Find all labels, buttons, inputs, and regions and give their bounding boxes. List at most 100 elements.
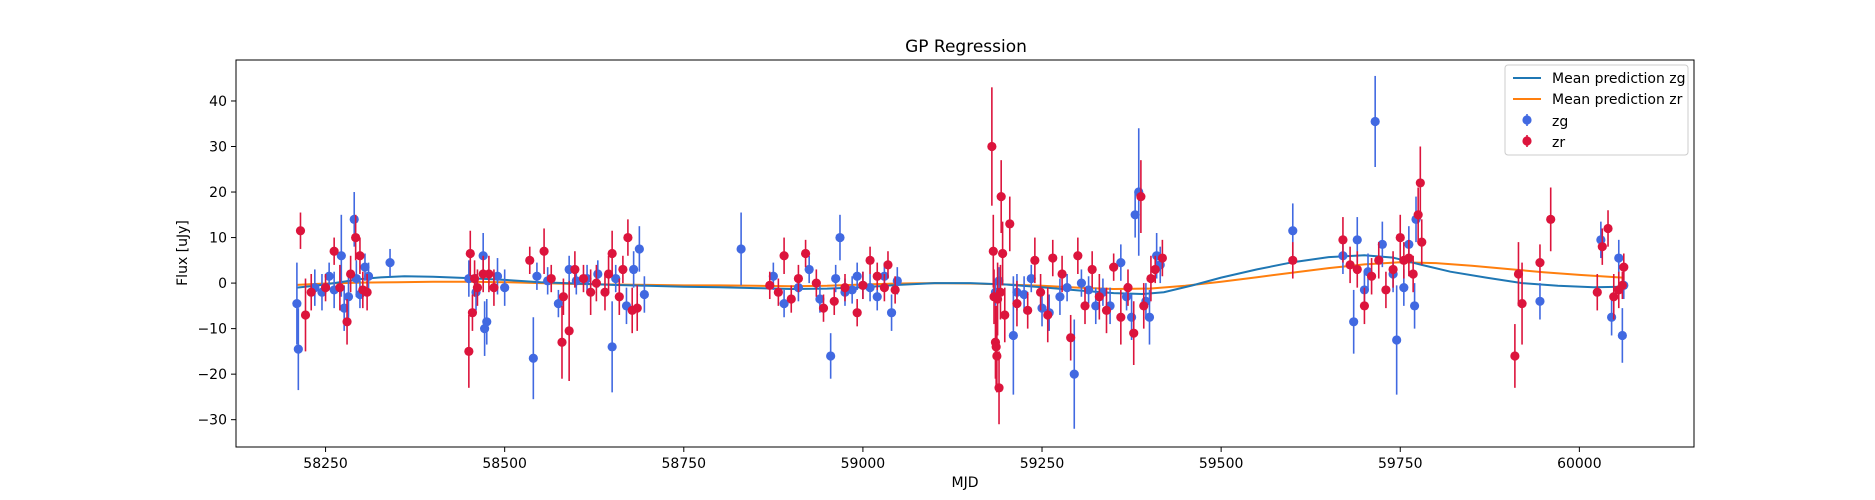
data-point-zr xyxy=(464,314,474,388)
data-point-zr xyxy=(362,273,372,311)
data-marker xyxy=(578,273,589,284)
data-marker xyxy=(1116,312,1126,322)
x-tick-label: 58500 xyxy=(482,456,527,472)
data-marker xyxy=(1413,210,1423,220)
data-point-zr xyxy=(1338,217,1348,263)
data-marker xyxy=(793,273,804,284)
data-marker xyxy=(639,289,649,300)
data-marker xyxy=(1288,255,1298,265)
data-marker xyxy=(614,292,624,302)
data-marker xyxy=(1043,310,1053,320)
data-marker xyxy=(346,269,356,279)
data-point-zr xyxy=(1030,237,1040,284)
data-point-zr xyxy=(351,214,361,261)
data-point-zg xyxy=(634,226,644,272)
data-point-zg xyxy=(1008,276,1018,395)
data-point-zg xyxy=(532,262,542,290)
data-marker xyxy=(1349,317,1359,327)
data-point-zr xyxy=(539,228,549,274)
data-marker xyxy=(489,283,499,293)
data-marker xyxy=(1399,283,1409,293)
data-marker xyxy=(1510,351,1520,361)
data-marker xyxy=(1094,292,1104,302)
data-marker xyxy=(632,303,642,313)
data-point-zg xyxy=(611,264,621,293)
data-point-zr xyxy=(879,273,889,302)
data-point-zr xyxy=(320,273,331,302)
data-marker xyxy=(1057,269,1067,279)
data-point-zg xyxy=(1596,221,1606,259)
data-point-zg xyxy=(343,273,354,320)
data-marker xyxy=(557,337,567,347)
data-point-zg xyxy=(852,262,862,290)
data-marker xyxy=(992,351,1002,361)
data-marker xyxy=(1607,312,1617,322)
data-marker xyxy=(1101,305,1112,316)
legend-swatch-zr-points xyxy=(1522,135,1532,147)
legend-marker xyxy=(1522,136,1532,146)
data-point-zr xyxy=(1609,273,1619,320)
data-marker xyxy=(826,351,836,361)
data-point-zr xyxy=(600,273,610,311)
data-point-zg xyxy=(293,308,303,391)
data-marker xyxy=(858,280,868,290)
data-point-zg xyxy=(639,276,649,313)
data-marker xyxy=(1338,235,1348,245)
data-marker xyxy=(847,285,857,295)
data-marker xyxy=(1609,292,1619,302)
data-point-zr xyxy=(1057,255,1067,293)
data-marker xyxy=(1409,301,1420,311)
data-point-zr xyxy=(1012,280,1022,327)
y-tick-label: −20 xyxy=(197,367,227,383)
data-marker xyxy=(591,278,601,288)
data-marker xyxy=(634,244,644,254)
x-axis-title: MJD xyxy=(952,475,979,491)
data-point-zr xyxy=(1139,283,1149,329)
data-marker xyxy=(1109,262,1119,272)
data-marker xyxy=(1091,301,1101,311)
data-marker xyxy=(300,310,311,320)
data-point-zg xyxy=(336,214,346,297)
data-marker xyxy=(295,226,306,236)
data-marker xyxy=(804,264,814,275)
data-marker xyxy=(996,191,1006,202)
data-point-zg xyxy=(1083,276,1094,304)
data-point-zr xyxy=(773,278,783,306)
data-point-zr xyxy=(786,285,796,313)
data-marker xyxy=(553,298,564,309)
plot-area xyxy=(236,60,1694,447)
data-point-zr xyxy=(840,273,850,302)
data-marker xyxy=(1048,253,1058,263)
data-marker xyxy=(464,346,474,356)
data-point-zr xyxy=(1359,287,1370,325)
data-marker xyxy=(1035,287,1046,297)
data-marker xyxy=(879,283,889,293)
data-point-zr xyxy=(793,264,804,293)
data-marker xyxy=(1146,273,1156,284)
data-marker xyxy=(478,251,488,261)
data-point-zr xyxy=(1123,269,1133,306)
data-marker xyxy=(811,278,821,288)
data-point-zr xyxy=(865,246,875,274)
data-marker xyxy=(1139,301,1149,311)
data-point-zr xyxy=(618,255,628,284)
data-marker xyxy=(1008,330,1018,341)
data-point-zr xyxy=(1080,287,1090,325)
data-point-zg xyxy=(1062,273,1072,302)
data-point-zr xyxy=(1101,287,1112,334)
data-point-zg xyxy=(1614,239,1624,277)
data-marker xyxy=(818,303,829,313)
data-point-zr xyxy=(1109,253,1119,281)
data-marker xyxy=(603,269,614,279)
data-marker xyxy=(528,353,538,363)
data-point-zr xyxy=(1157,239,1167,277)
data-marker xyxy=(306,287,316,297)
data-point-zr xyxy=(489,269,499,306)
y-tick-label: −10 xyxy=(197,322,227,338)
data-marker xyxy=(293,344,303,354)
data-marker xyxy=(1087,264,1097,275)
x-axis: 58250 58500 58750 59000 59250 59500 59750 60000 xyxy=(303,447,1602,472)
data-point-zr xyxy=(632,285,642,331)
legend-label-zg-line: Mean prediction zg xyxy=(1552,71,1686,87)
data-point-zr xyxy=(987,87,997,206)
